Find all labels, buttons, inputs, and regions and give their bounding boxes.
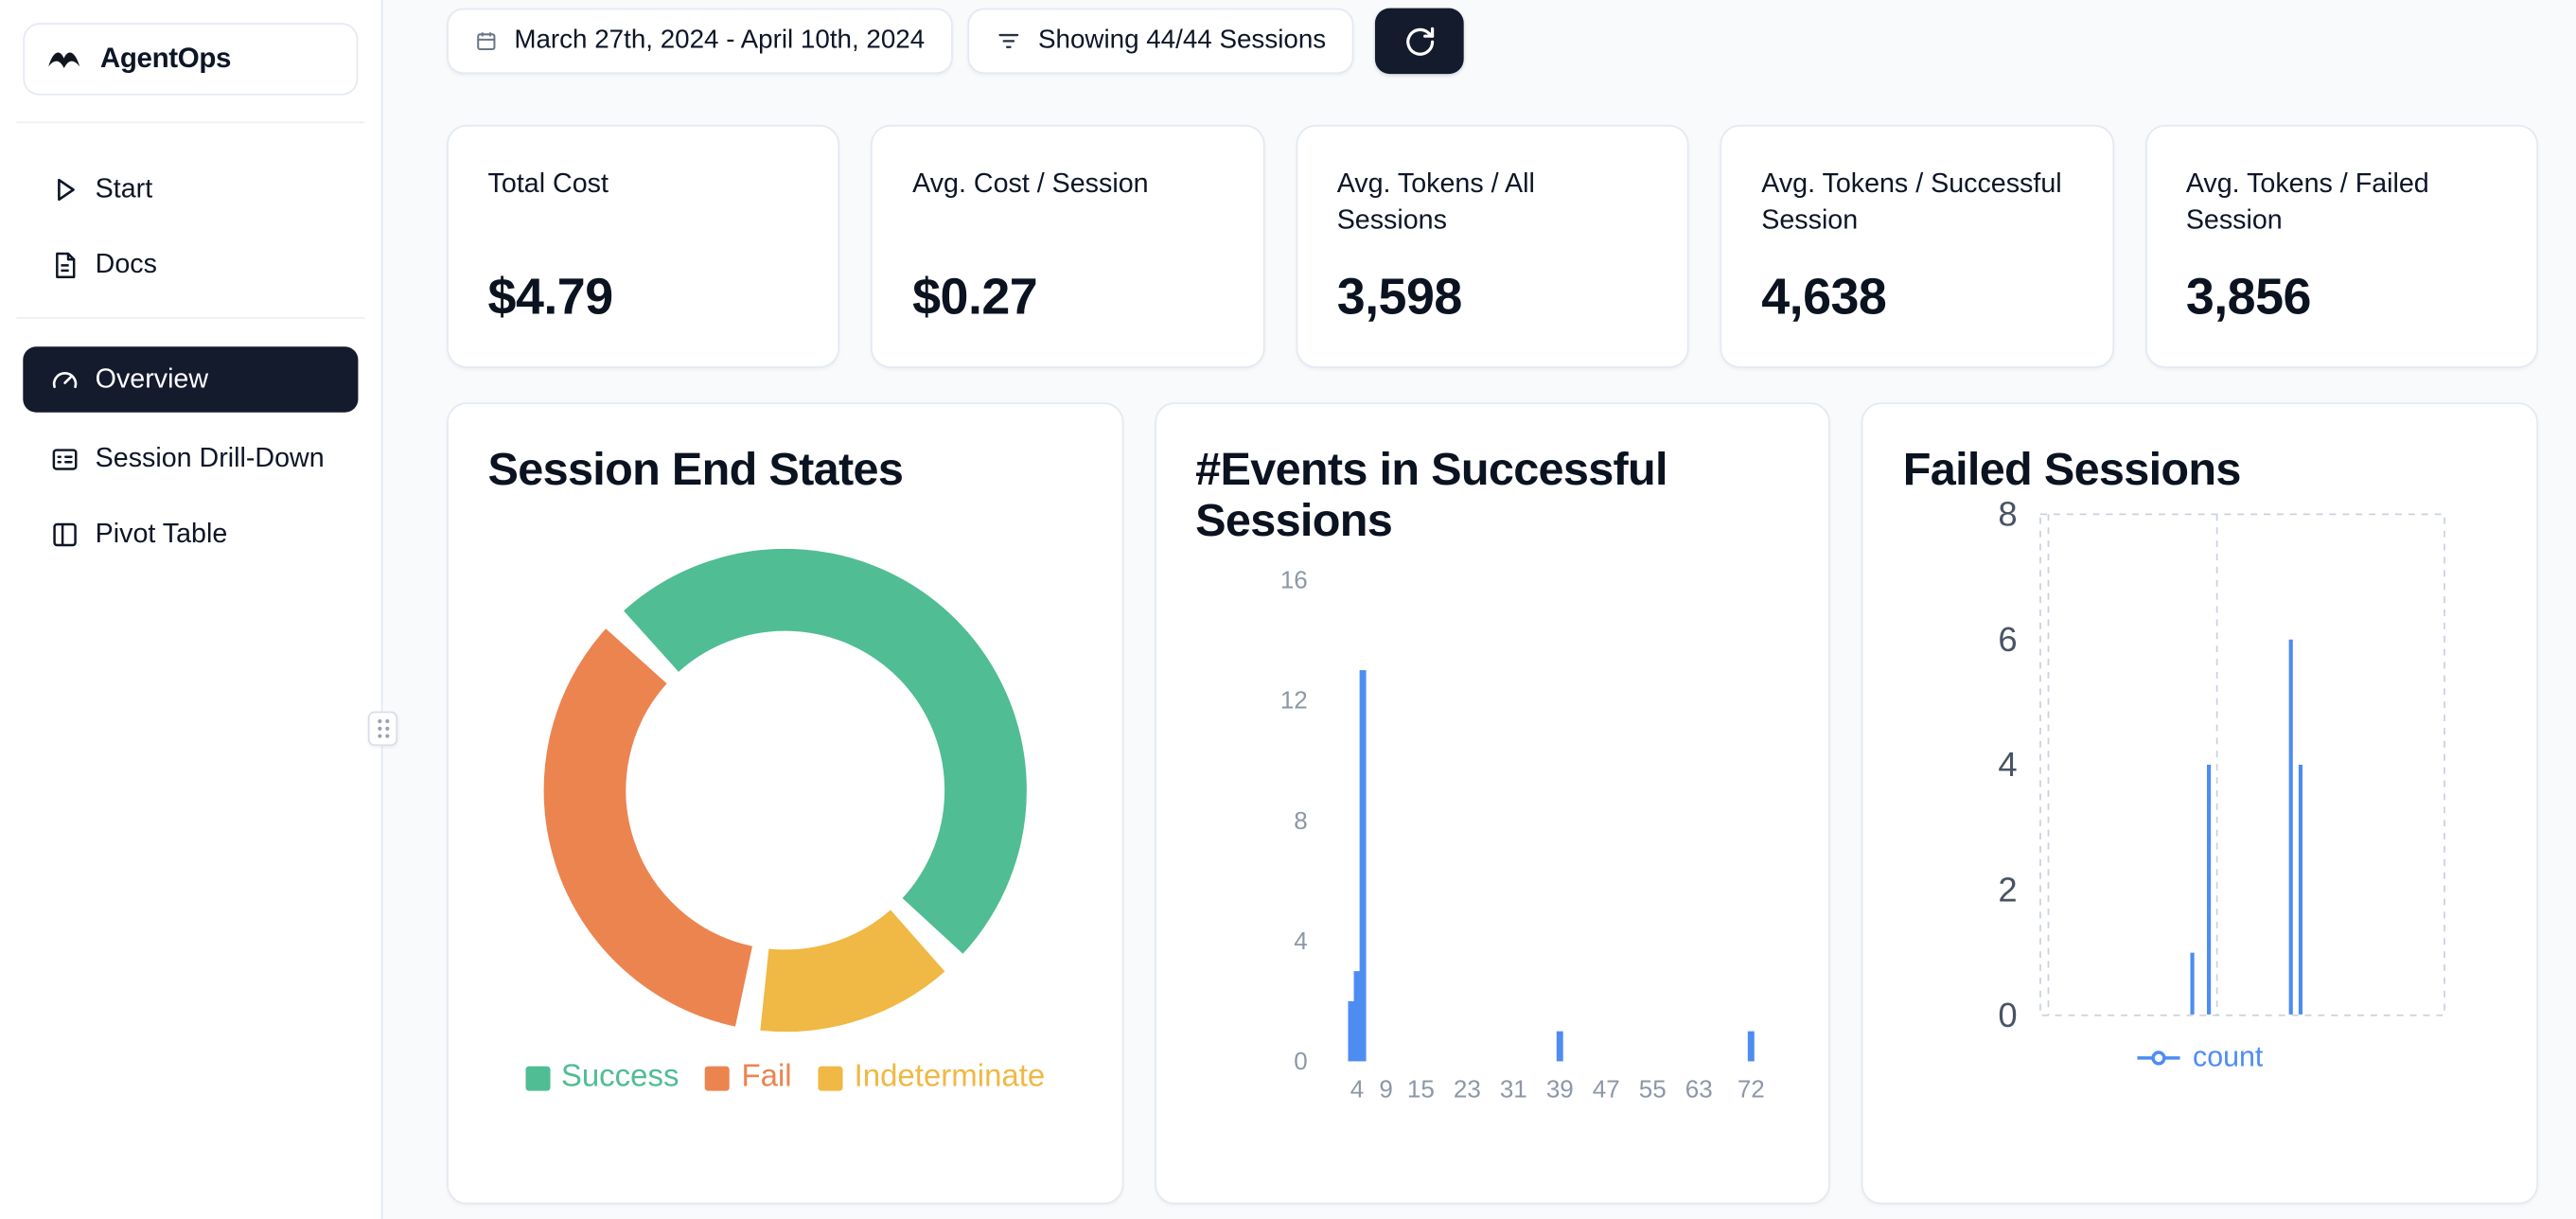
session-filter[interactable]: Showing 44/44 Sessions	[967, 8, 1354, 75]
stat-value: 3,598	[1336, 267, 1463, 326]
failed-sessions-chart: 0 2 4 6 8	[1999, 499, 2446, 1035]
sidebar-divider	[16, 121, 365, 124]
session-filter-label: Showing 44/44 Sessions	[1037, 26, 1327, 55]
svg-text:0: 0	[1999, 997, 2018, 1035]
sidebar-resize-handle[interactable]	[367, 711, 398, 747]
stat-label: Total Cost	[487, 168, 609, 200]
stats-row: Total Cost $4.79 Avg. Cost / Session $0.…	[447, 124, 2539, 368]
sidebar-item-session-drill-down[interactable]: Session Drill-Down	[23, 433, 358, 486]
svg-text:63: 63	[1685, 1074, 1712, 1103]
svg-text:47: 47	[1592, 1074, 1619, 1103]
refresh-button[interactable]	[1375, 8, 1464, 75]
line-marker-icon	[2136, 1051, 2180, 1066]
stat-value: $4.79	[487, 267, 614, 326]
legend-label: Indeterminate	[854, 1060, 1046, 1095]
main-content: March 27th, 2024 - April 10th, 2024 Show…	[382, 0, 2575, 1219]
date-range-label: March 27th, 2024 - April 10th, 2024	[514, 26, 926, 55]
stat-label: Avg. Tokens / All Sessions	[1336, 168, 1535, 236]
svg-text:8: 8	[1999, 499, 2018, 535]
donut-svg	[543, 549, 1027, 1033]
filter-icon	[998, 33, 1019, 48]
date-range-picker[interactable]: March 27th, 2024 - April 10th, 2024	[447, 8, 953, 75]
svg-text:23: 23	[1453, 1074, 1480, 1103]
stat-value: 4,638	[1761, 267, 1887, 326]
sidebar-item-label: Session Drill-Down	[95, 442, 325, 473]
pivot-icon	[49, 519, 80, 550]
stat-card-avg-tokens-all: Avg. Tokens / All Sessions 3,598	[1296, 124, 1689, 368]
sidebar-divider	[16, 317, 365, 319]
legend-label: Success	[560, 1060, 679, 1095]
svg-text:2: 2	[1999, 871, 2018, 910]
svg-text:72: 72	[1737, 1074, 1764, 1103]
failed-sessions-card: Failed Sessions 0 2 4 6 8 count	[1861, 402, 2538, 1205]
stat-label: Avg. Tokens / Failed Session	[2185, 168, 2429, 236]
grip-dots-icon	[377, 718, 389, 738]
stat-value: $0.27	[912, 267, 1038, 326]
document-icon	[49, 249, 80, 280]
svg-text:31: 31	[1499, 1074, 1526, 1103]
refresh-icon	[1405, 26, 1434, 55]
sidebar-item-overview[interactable]: Overview	[23, 346, 359, 413]
app-title: AgentOps	[99, 43, 232, 75]
donut-legend: Success Fail Indeterminate	[488, 1060, 1083, 1096]
svg-text:16: 16	[1279, 565, 1307, 593]
sidebar-item-label: Start	[95, 173, 153, 203]
svg-text:55: 55	[1638, 1074, 1666, 1103]
play-icon	[49, 173, 80, 204]
sidebar-main-menu: Overview Session Drill-Down Pivot Table	[23, 346, 359, 560]
gauge-icon	[49, 364, 80, 396]
legend-swatch	[705, 1066, 731, 1091]
agentops-logo-icon	[44, 40, 84, 80]
donut-chart	[488, 544, 1083, 1037]
drilldown-icon	[49, 443, 80, 474]
legend-swatch	[524, 1066, 550, 1091]
stat-label: Avg. Tokens / Successful Session	[1761, 168, 2062, 236]
charts-row: Session End States Success Fail	[447, 402, 2538, 1205]
stat-card-avg-tokens-successful: Avg. Tokens / Successful Session 4,638	[1720, 124, 2114, 368]
svg-text:39: 39	[1545, 1074, 1573, 1103]
count-legend-label: count	[2193, 1040, 2264, 1074]
legend-item-fail: Fail	[705, 1060, 792, 1096]
legend-swatch	[818, 1066, 843, 1091]
sidebar-top-menu: Start Docs	[23, 163, 358, 291]
svg-text:4: 4	[1999, 746, 2018, 785]
stat-card-total-cost: Total Cost $4.79	[447, 124, 840, 368]
stat-label: Avg. Cost / Session	[912, 168, 1149, 200]
sidebar-item-docs[interactable]: Docs	[23, 238, 358, 292]
sidebar-item-label: Docs	[95, 248, 157, 279]
session-end-states-card: Session End States Success Fail	[447, 402, 1123, 1205]
svg-text:12: 12	[1279, 685, 1307, 714]
chart-title: Session End States	[487, 443, 904, 495]
stat-card-avg-cost-session: Avg. Cost / Session $0.27	[871, 124, 1265, 368]
calendar-icon	[477, 32, 496, 51]
chart-title: Failed Sessions	[1902, 443, 2242, 495]
svg-text:0: 0	[1294, 1047, 1307, 1075]
legend-item-success: Success	[524, 1060, 679, 1096]
legend-label: Fail	[741, 1060, 792, 1095]
svg-text:15: 15	[1406, 1074, 1434, 1103]
sidebar: AgentOps Start Docs	[0, 0, 398, 1219]
svg-text:8: 8	[1294, 805, 1307, 834]
sidebar-item-label: Pivot Table	[95, 518, 228, 548]
sidebar-item-label: Overview	[95, 363, 209, 394]
chart-title: #Events in Successful Sessions	[1195, 443, 1667, 546]
events-histogram-card: #Events in Successful Sessions 0 4 8 12 16 4 9…	[1154, 402, 1831, 1205]
topbar: March 27th, 2024 - April 10th, 2024 Show…	[447, 8, 2538, 75]
sidebar-item-start[interactable]: Start	[23, 163, 358, 216]
svg-text:9: 9	[1379, 1074, 1392, 1103]
legend-item-indeterminate: Indeterminate	[818, 1060, 1045, 1096]
svg-text:4: 4	[1294, 926, 1307, 954]
sidebar-item-pivot-table[interactable]: Pivot Table	[23, 507, 358, 560]
stat-value: 3,856	[2185, 267, 2312, 326]
stat-card-avg-tokens-failed: Avg. Tokens / Failed Session 3,856	[2144, 124, 2539, 368]
svg-text:6: 6	[1999, 620, 2018, 659]
app-logo[interactable]: AgentOps	[23, 23, 359, 96]
count-legend: count	[1903, 1040, 2497, 1074]
svg-text:4: 4	[1350, 1074, 1363, 1103]
